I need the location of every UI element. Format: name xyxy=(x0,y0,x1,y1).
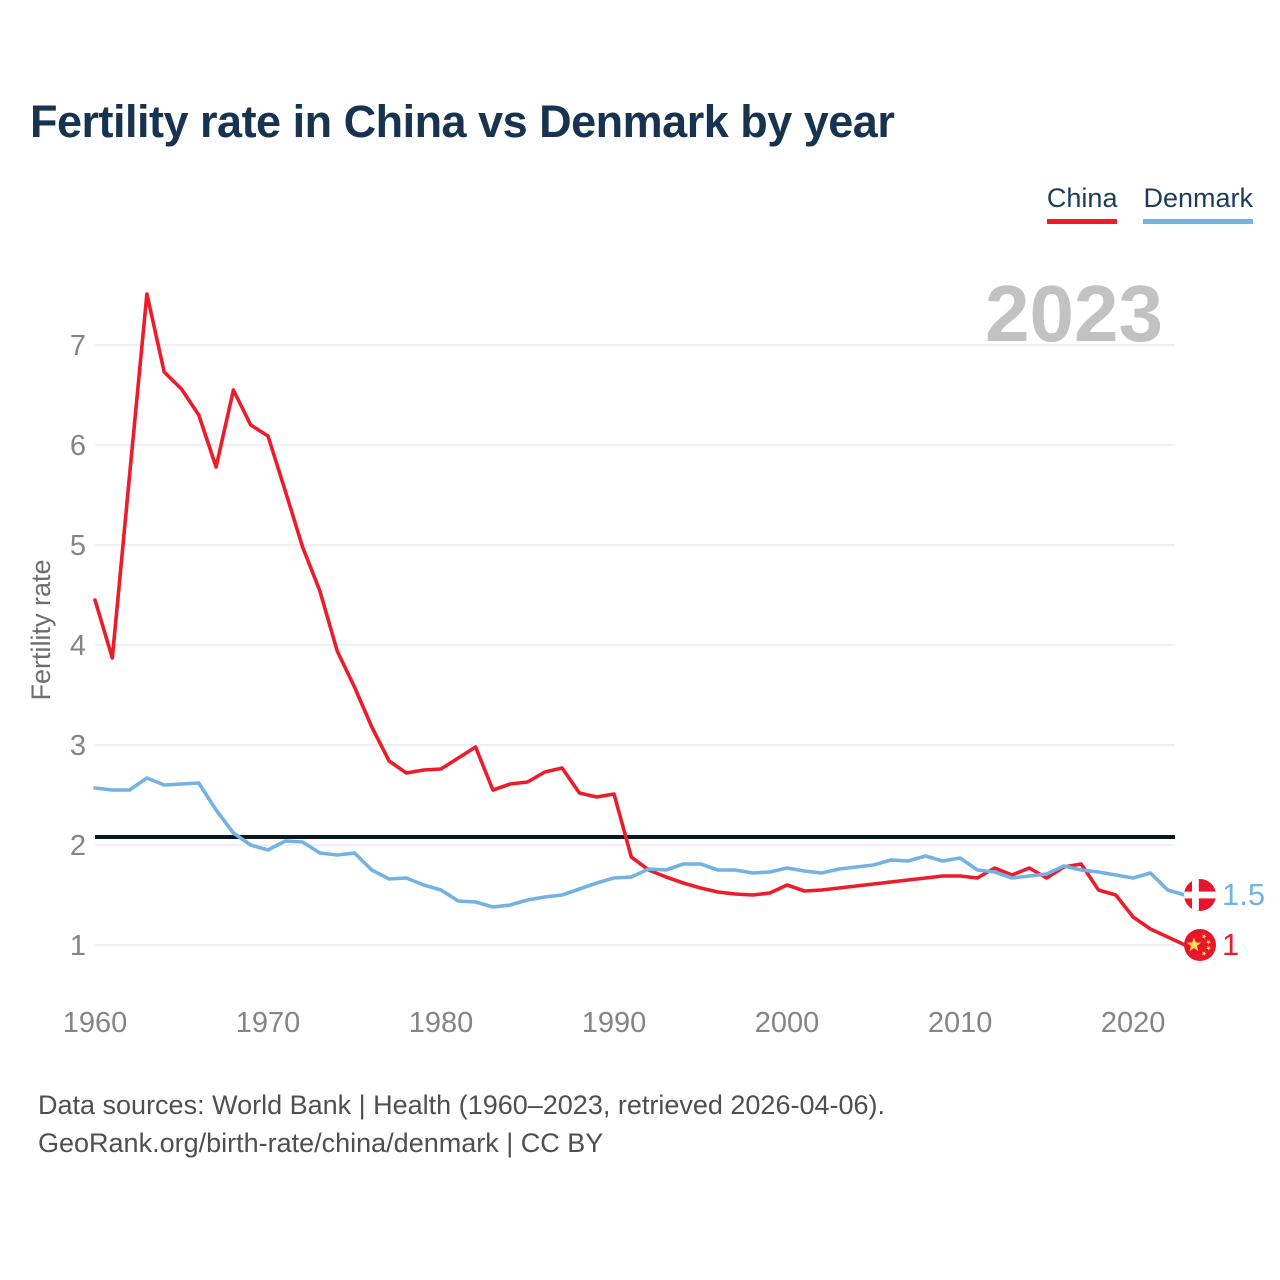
x-tick-label: 1960 xyxy=(63,1007,128,1039)
fertility-chart: 1 2 3 4 5 6 7 2023 1960 1970 1980 1990 2000 2010 2020 F… xyxy=(26,269,1265,1039)
x-tick-label: 1990 xyxy=(582,1007,647,1039)
footer-sources: Data sources: World Bank | Health (1960–… xyxy=(38,1090,885,1120)
denmark-line xyxy=(93,776,1187,909)
y-tick-label: 3 xyxy=(70,730,86,762)
china-flag-star xyxy=(1201,934,1207,940)
x-tick-label: 1970 xyxy=(236,1007,301,1039)
series-end-value-label: 1.5 xyxy=(1222,877,1265,912)
china-flag-star xyxy=(1206,939,1212,945)
denmark-flag-cross xyxy=(1184,891,1216,899)
denmark-flag-cross xyxy=(1192,879,1199,911)
x-tick-label: 2010 xyxy=(928,1007,993,1039)
page-title: Fertility rate in China vs Denmark by ye… xyxy=(30,96,895,147)
y-axis-label: Fertility rate xyxy=(26,559,56,700)
y-tick-label: 4 xyxy=(70,630,86,662)
china-line xyxy=(93,292,1187,947)
footer: Data sources: World Bank | Health (1960–… xyxy=(38,1086,885,1162)
x-tick-label: 1980 xyxy=(409,1007,474,1039)
x-tick-label: 2000 xyxy=(755,1007,820,1039)
china-flag-star xyxy=(1201,951,1207,957)
x-tick-label: 2020 xyxy=(1101,1007,1166,1039)
china-flag-star xyxy=(1186,937,1202,952)
watermark-year: 2023 xyxy=(985,269,1163,358)
y-tick-label: 2 xyxy=(70,830,86,862)
legend-item-china[interactable]: China xyxy=(1046,183,1118,224)
legend: China Denmark xyxy=(1046,183,1253,224)
footer-attribution: GeoRank.org/birth-rate/china/denmark | C… xyxy=(38,1128,604,1158)
series-end-value-label: 1 xyxy=(1222,927,1239,962)
y-tick-label: 1 xyxy=(70,930,86,962)
china-flag-star xyxy=(1206,945,1212,951)
y-tick-label: 7 xyxy=(70,330,86,362)
y-tick-label: 5 xyxy=(70,530,86,562)
legend-item-denmark[interactable]: Denmark xyxy=(1143,183,1253,224)
y-tick-label: 6 xyxy=(70,430,86,462)
china-flag-icon xyxy=(1184,929,1216,961)
